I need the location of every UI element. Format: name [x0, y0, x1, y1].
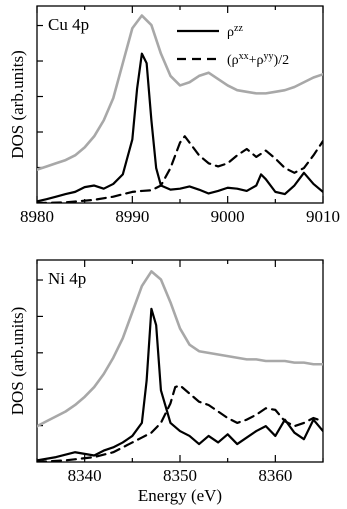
x-axis-label: Energy (eV): [138, 486, 222, 505]
total-gray-line: [37, 270, 323, 428]
x-tick-label: 8980: [20, 207, 54, 226]
legend-label-rho-zz: ρzz: [227, 23, 243, 41]
legend: ρzz (ρxx+ρyy)/2: [177, 23, 289, 69]
x-tick-label: 8350: [163, 466, 197, 485]
x-tick-label: 8360: [258, 466, 292, 485]
rho-zz-line: [37, 307, 323, 462]
ni-4p-panel: 8340 8350 8360 DOS (arb.units) Energy (eV) Ni…: [8, 259, 324, 505]
x-tick-label: 9000: [211, 207, 245, 226]
x-tick-label: 9010: [306, 207, 340, 226]
x-tick-label: 8990: [115, 207, 149, 226]
total-gray-line: [37, 14, 323, 171]
plot-frame: [36, 5, 324, 204]
rho-zz-line: [37, 52, 323, 203]
cu-4p-panel: 8980 8990 9000 9010 DOS (arb.units) Cu 4p ρzz (…: [8, 5, 340, 226]
y-axis-label: DOS (arb.units): [8, 50, 27, 159]
y-axis-label: DOS (arb.units): [8, 307, 27, 416]
legend-label-rho-xy: (ρxx+ρyy)/2: [227, 51, 289, 69]
x-tick-label: 8340: [68, 466, 102, 485]
panel-label: Cu 4p: [48, 15, 89, 34]
rho-xy-line: [37, 384, 323, 462]
panel-label: Ni 4p: [48, 269, 86, 288]
rho-xy-line: [37, 135, 323, 203]
